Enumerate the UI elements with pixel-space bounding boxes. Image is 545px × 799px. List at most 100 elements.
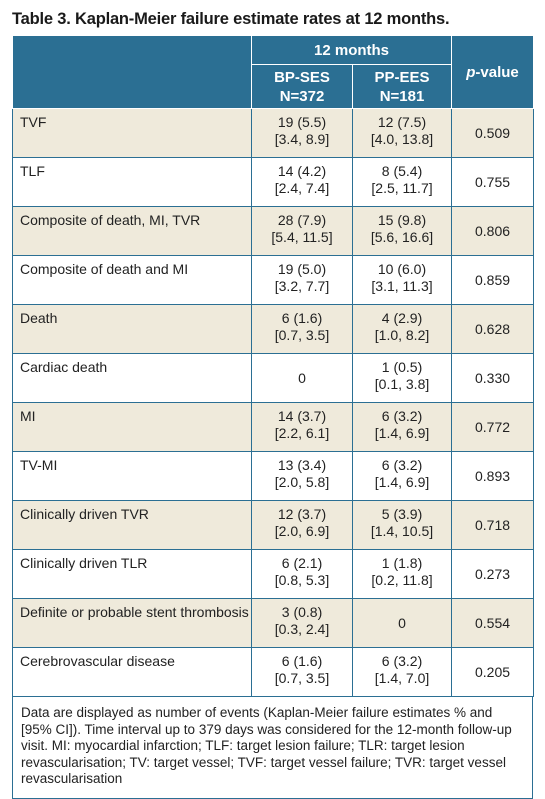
row-label: TV-MI [12, 451, 252, 501]
row-label: TLF [12, 157, 252, 207]
pp-value-cell: 10 (6.0) [3.1, 11.3] [351, 255, 453, 305]
pvalue-cell: 0.806 [451, 206, 535, 256]
bp-ci: [0.7, 3.5] [274, 327, 330, 343]
pp-ci: [5.6, 16.6] [370, 229, 434, 245]
pp-value-cell: 12 (7.5) [4.0, 13.8] [351, 108, 453, 158]
pvalue-cell: 0.755 [451, 157, 535, 207]
pp-events: 5 (3.9) [381, 506, 423, 522]
pp-events: 10 (6.0) [377, 261, 427, 277]
bp-events: 6 (1.6) [281, 653, 323, 669]
footnote: Data are displayed as number of events (… [12, 697, 533, 799]
pp-events: 8 (5.4) [381, 163, 423, 179]
pp-value-cell: 0 [351, 598, 453, 648]
bp-ci: [2.4, 7.4] [274, 180, 330, 196]
row-label: Composite of death and MI [12, 255, 252, 305]
pp-events: 6 (3.2) [381, 653, 423, 669]
pvalue-cell: 0.554 [451, 598, 535, 648]
table-row: TV-MI 13 (3.4) [2.0, 5.8] 6 (3.2) [1.4, 6.9]… [12, 451, 535, 501]
bp-value-cell: 6 (1.6) [0.7, 3.5] [251, 304, 353, 354]
bp-ci: [2.0, 5.8] [274, 474, 330, 490]
table-row: MI 14 (3.7) [2.2, 6.1] 6 (3.2) [1.4, 6.9] 0.7… [12, 402, 535, 452]
bp-ci: [0.7, 3.5] [274, 670, 330, 686]
bp-value-cell: 6 (1.6) [0.7, 3.5] [251, 647, 353, 697]
pp-value-cell: 1 (1.8) [0.2, 11.8] [351, 549, 453, 599]
bp-events: 6 (1.6) [281, 310, 323, 326]
pp-value-cell: 6 (3.2) [1.4, 7.0] [351, 647, 453, 697]
pp-ees-n: N=181 [379, 87, 425, 105]
table-row: Clinically driven TLR 6 (2.1) [0.8, 5.3] 1 … [12, 549, 535, 599]
pvalue-italic: p [466, 63, 476, 81]
pp-value-cell: 8 (5.4) [2.5, 11.7] [351, 157, 453, 207]
bp-ci: [5.4, 11.5] [271, 229, 333, 245]
pp-events: 12 (7.5) [377, 114, 427, 130]
pp-events: 4 (2.9) [381, 310, 423, 326]
pp-ci: [0.1, 3.8] [374, 376, 430, 392]
bp-events: 6 (2.1) [281, 555, 323, 571]
pvalue-cell: 0.205 [451, 647, 535, 697]
table-row: Clinically driven TVR 12 (3.7) [2.0, 6.9] 5… [12, 500, 535, 550]
bp-ses-n: N=372 [279, 87, 325, 105]
bp-ci: [0.3, 2.4] [274, 621, 330, 637]
pp-events: 6 (3.2) [381, 408, 423, 424]
pp-ees-header: PP-EES N=181 [351, 64, 453, 109]
bp-ci: [2.0, 6.9] [274, 523, 330, 539]
table-row: TLF 14 (4.2) [2.4, 7.4] 8 (5.4) [2.5, 11.7] 0… [12, 157, 535, 207]
bp-events: 12 (3.7) [277, 506, 327, 522]
table-body: TVF 19 (5.5) [3.4, 8.9] 12 (7.5) [4.0, 13.8]… [12, 108, 535, 697]
row-label: Cerebrovascular disease [12, 647, 252, 697]
pp-ci: [1.4, 6.9] [374, 425, 430, 441]
table-row: Death 6 (1.6) [0.7, 3.5] 4 (2.9) [1.0, 8.2] 0… [12, 304, 535, 354]
bp-ses-header: BP-SES N=372 [251, 64, 353, 109]
bp-events: 19 (5.0) [277, 261, 327, 277]
pvalue-cell: 0.859 [451, 255, 535, 305]
pvalue-cell: 0.509 [451, 108, 535, 158]
row-label: Composite of death, MI, TVR [12, 206, 252, 256]
row-label: MI [12, 402, 252, 452]
bp-value-cell: 28 (7.9) [5.4, 11.5] [251, 206, 353, 256]
pp-events: 1 (1.8) [381, 555, 423, 571]
bp-ci: [3.2, 7.7] [274, 278, 330, 294]
bp-value-cell: 0 [251, 353, 353, 403]
bp-events: 19 (5.5) [277, 114, 327, 130]
pp-value-cell: 5 (3.9) [1.4, 10.5] [351, 500, 453, 550]
pp-value-cell: 6 (3.2) [1.4, 6.9] [351, 451, 453, 501]
outcome-header [12, 35, 252, 109]
bp-ses-label: BP-SES [274, 68, 330, 86]
bp-value-cell: 14 (3.7) [2.2, 6.1] [251, 402, 353, 452]
pvalue-cell: 0.772 [451, 402, 535, 452]
pp-ci: [4.0, 13.8] [370, 131, 434, 147]
pvalue-rest: -value [475, 63, 519, 81]
pp-events: 6 (3.2) [381, 457, 423, 473]
pp-value-cell: 15 (9.8) [5.6, 16.6] [351, 206, 453, 256]
bp-value-cell: 6 (2.1) [0.8, 5.3] [251, 549, 353, 599]
pvalue-cell: 0.893 [451, 451, 535, 501]
bp-value-cell: 14 (4.2) [2.4, 7.4] [251, 157, 353, 207]
pp-value-cell: 1 (0.5) [0.1, 3.8] [351, 353, 453, 403]
table-row: TVF 19 (5.5) [3.4, 8.9] 12 (7.5) [4.0, 13.8]… [12, 108, 535, 158]
bp-value-cell: 13 (3.4) [2.0, 5.8] [251, 451, 353, 501]
table-title: Table 3. Kaplan-Meier failure estimate r… [12, 10, 450, 28]
pp-value-cell: 6 (3.2) [1.4, 6.9] [351, 402, 453, 452]
pp-value-cell: 4 (2.9) [1.0, 8.2] [351, 304, 453, 354]
row-label: TVF [12, 108, 252, 158]
pvalue-cell: 0.330 [451, 353, 535, 403]
bp-events: 28 (7.9) [277, 212, 327, 228]
pp-ci: [1.4, 6.9] [374, 474, 430, 490]
table-row: Cardiac death 0 1 (0.5) [0.1, 3.8] 0.330 [12, 353, 535, 403]
pp-ci: [3.1, 11.3] [371, 278, 433, 294]
row-label: Clinically driven TVR [12, 500, 252, 550]
table-row: Definite or probable stent thrombosis 3 (… [12, 598, 535, 648]
bp-events: 14 (3.7) [277, 408, 327, 424]
pp-events: 15 (9.8) [377, 212, 427, 228]
pp-events: 1 (0.5) [381, 359, 423, 375]
bp-events: 3 (0.8) [281, 604, 323, 620]
pp-ci: [2.5, 11.7] [371, 180, 433, 196]
table-container: Table 3. Kaplan-Meier failure estimate r… [12, 8, 535, 799]
pvalue-cell: 0.628 [451, 304, 535, 354]
bp-ci: [3.4, 8.9] [274, 131, 330, 147]
pp-ci: [1.4, 10.5] [370, 523, 434, 539]
pvalue-cell: 0.273 [451, 549, 535, 599]
row-label: Clinically driven TLR [12, 549, 252, 599]
group-header: 12 months [250, 35, 453, 65]
pp-ci: [1.0, 8.2] [374, 327, 430, 343]
